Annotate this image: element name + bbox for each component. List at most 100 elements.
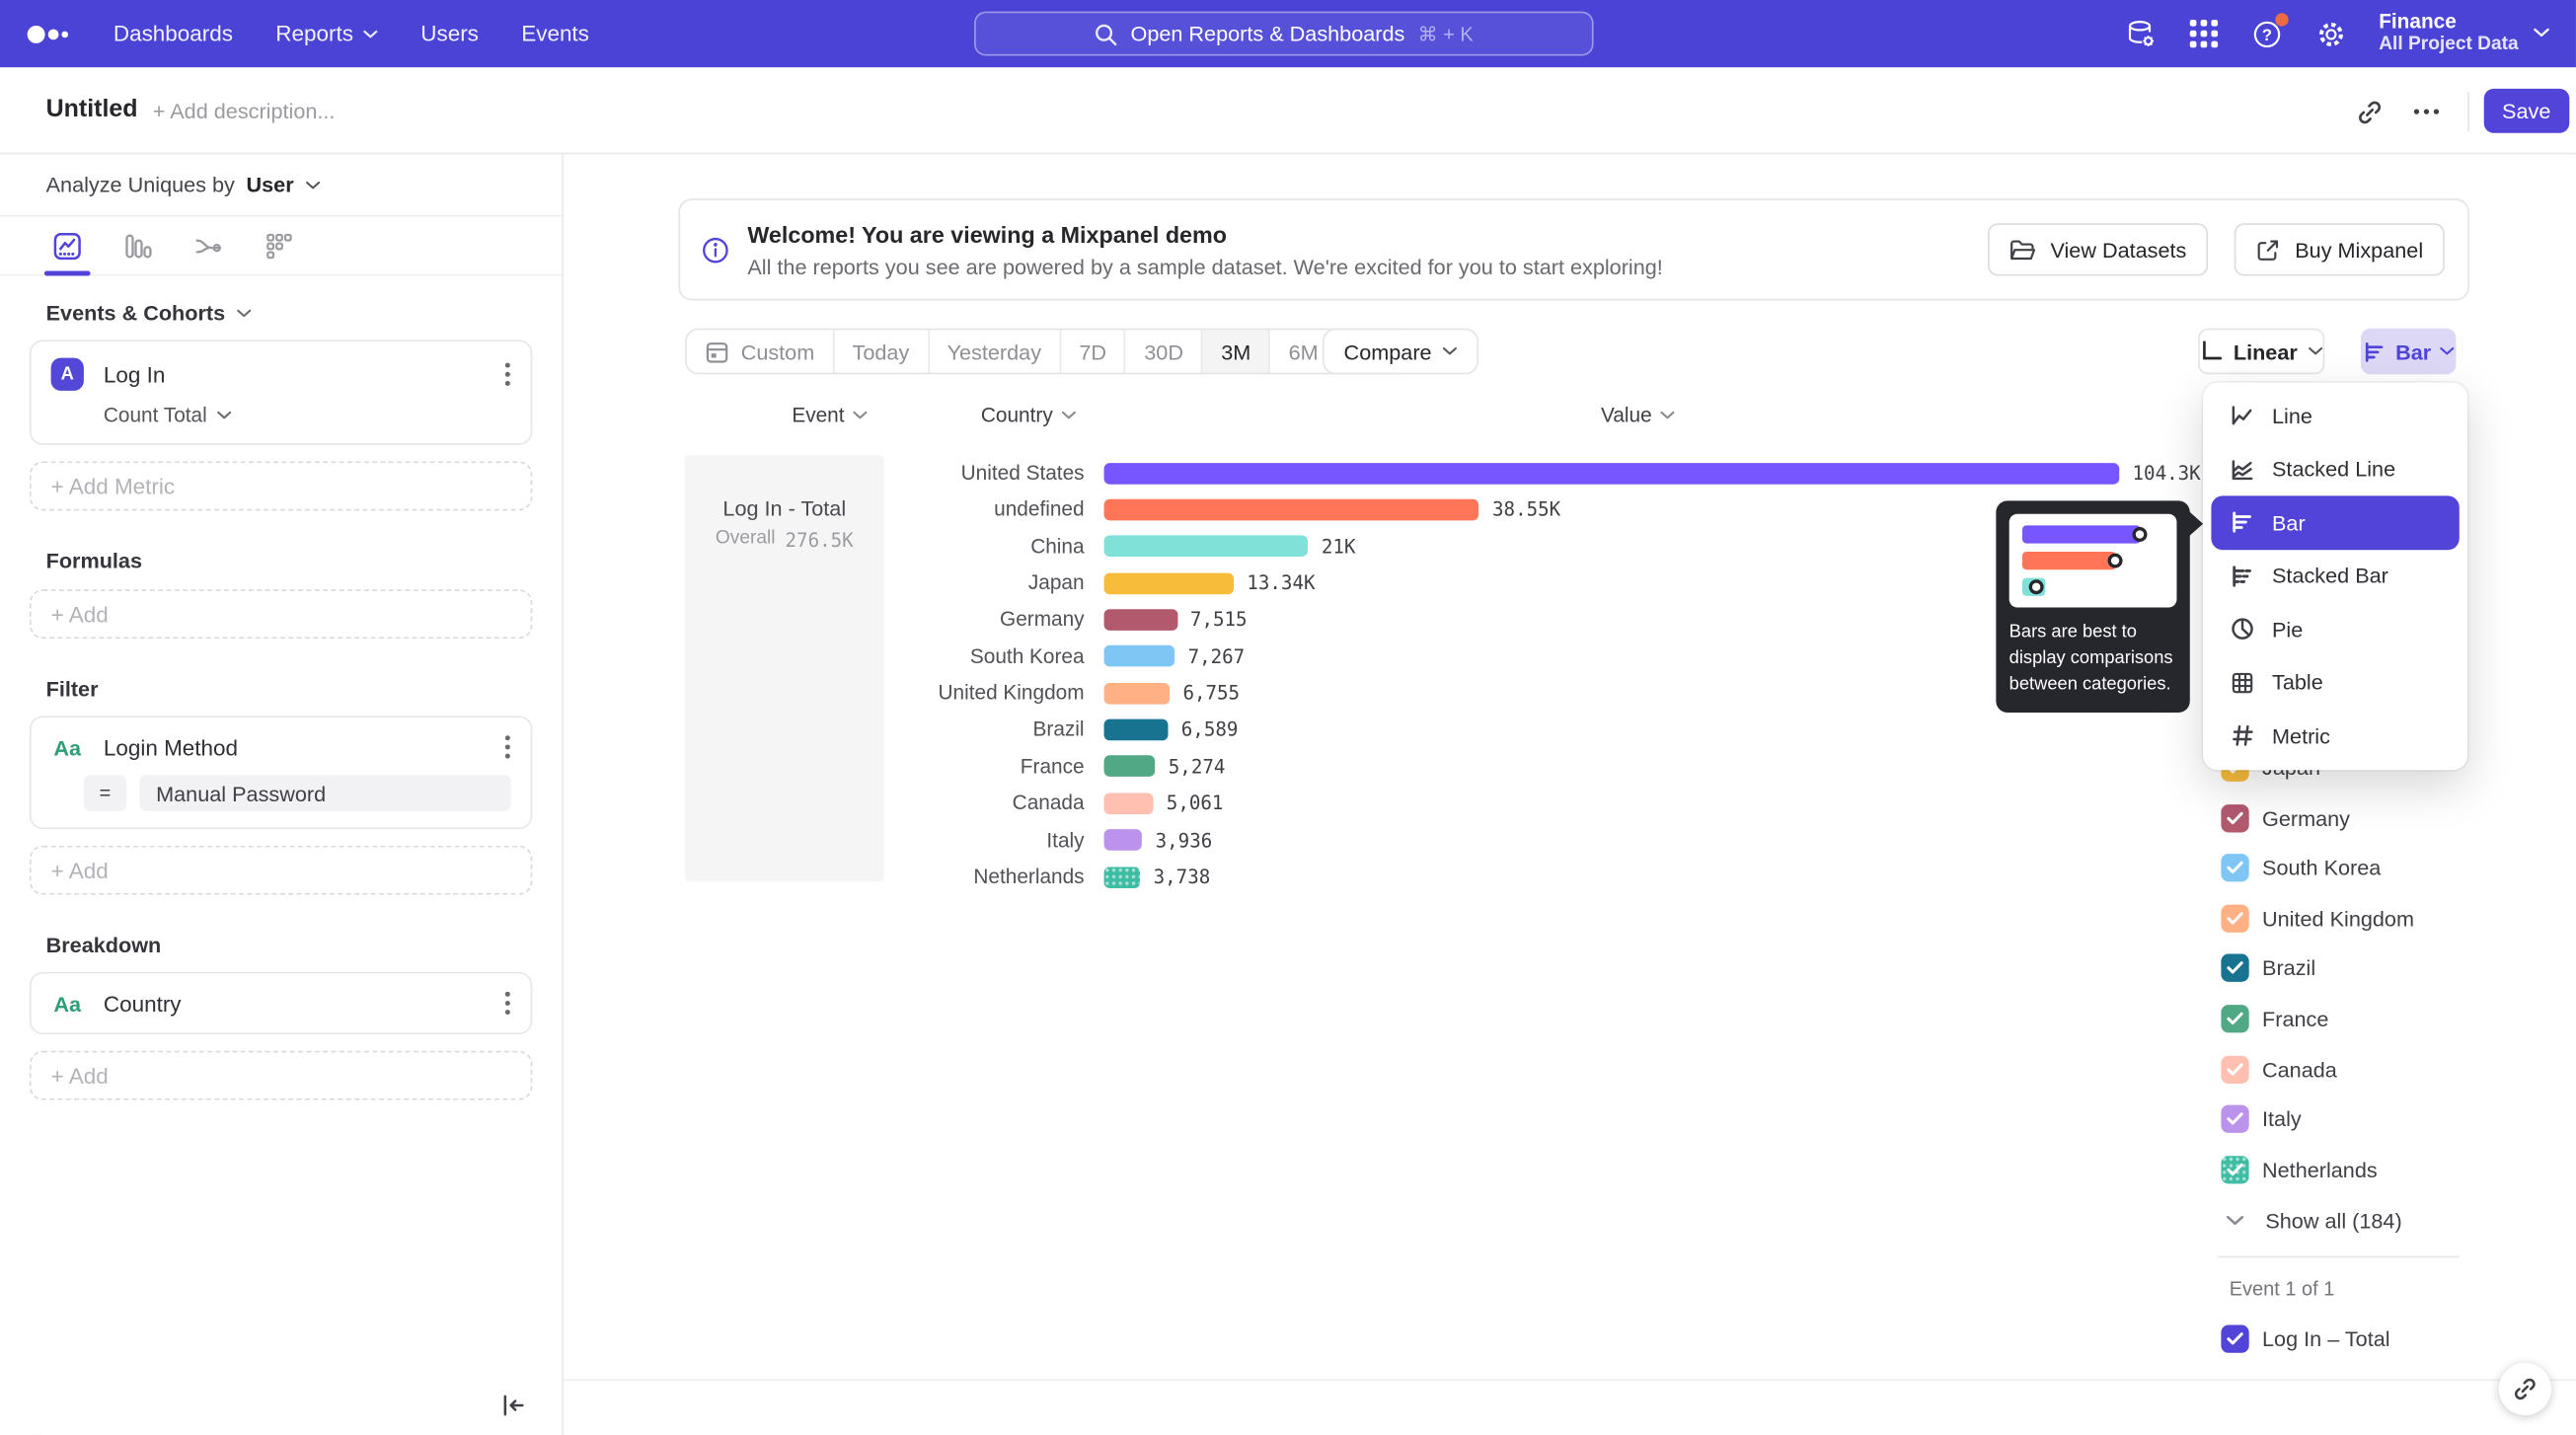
show-all-button[interactable]: Show all (184) — [2206, 1195, 2402, 1245]
legend-checkbox[interactable] — [2221, 1104, 2249, 1134]
bar-undefined[interactable] — [1103, 498, 1479, 521]
range-3m[interactable]: 3M — [1201, 330, 1269, 373]
view-datasets-button[interactable]: View Datasets — [1988, 223, 2209, 276]
legend-item-italy[interactable]: Italy — [2206, 1095, 2302, 1144]
legend-checkbox[interactable] — [2221, 803, 2249, 832]
dropdown-item-pie[interactable]: Pie — [2211, 603, 2459, 656]
legend-item-germany[interactable]: Germany — [2206, 793, 2350, 843]
series-checkbox[interactable] — [2221, 1323, 2249, 1352]
legend-item-canada[interactable]: Canada — [2206, 1044, 2337, 1094]
dropdown-item-metric[interactable]: Metric — [2211, 710, 2459, 763]
share-link-fab[interactable] — [2498, 1362, 2551, 1416]
dropdown-item-stacked-bar[interactable]: Stacked Bar — [2211, 549, 2459, 602]
filter-property-name[interactable]: Login Method — [103, 734, 239, 760]
kebab-menu-icon[interactable] — [504, 990, 511, 1017]
dropdown-item-line[interactable]: Line — [2211, 389, 2459, 442]
bar-united-states[interactable] — [1103, 462, 2120, 485]
project-selector[interactable]: Finance All Project Data — [2379, 10, 2549, 57]
range-6m[interactable]: 6M — [1268, 330, 1336, 373]
buy-mixpanel-button[interactable]: Buy Mixpanel — [2234, 223, 2445, 276]
legend-item-netherlands[interactable]: Netherlands — [2206, 1145, 2378, 1194]
tab-funnels[interactable] — [111, 217, 167, 274]
bar-brazil[interactable] — [1103, 718, 1169, 741]
legend-series-item[interactable]: Log In – Total — [2206, 1314, 2390, 1363]
search-placeholder: Open Reports & Dashboards — [1130, 21, 1405, 46]
legend-item-brazil[interactable]: Brazil — [2206, 944, 2315, 993]
add-filter-button[interactable]: + Add — [29, 845, 533, 895]
report-header: Untitled + Add description... Save — [0, 67, 2576, 155]
tab-retention[interactable] — [252, 217, 308, 274]
collapse-sidebar-icon[interactable] — [501, 1394, 526, 1416]
mixpanel-logo-icon[interactable] — [25, 17, 74, 49]
legend-checkbox[interactable] — [2221, 954, 2249, 983]
bar-france[interactable] — [1103, 756, 1156, 778]
dropdown-item-stacked-line[interactable]: Stacked Line — [2211, 442, 2459, 495]
bar-south-korea[interactable] — [1103, 645, 1175, 668]
settings-gear-icon[interactable] — [2314, 17, 2347, 49]
bar-japan[interactable] — [1103, 572, 1235, 594]
filter-value[interactable]: Manual Password — [139, 775, 511, 811]
kebab-menu-icon[interactable] — [504, 361, 511, 388]
analyze-uniques-row[interactable]: Analyze Uniques by User — [0, 154, 563, 217]
kebab-menu-icon[interactable] — [504, 734, 511, 761]
dropdown-item-table[interactable]: Table — [2211, 656, 2459, 710]
add-description-field[interactable]: + Add description... — [152, 98, 336, 123]
events-cohorts-header[interactable]: Events & Cohorts — [46, 300, 533, 325]
bar-germany[interactable] — [1103, 609, 1177, 631]
legend-item-south-korea[interactable]: South Korea — [2206, 844, 2381, 893]
range-today[interactable]: Today — [832, 330, 928, 373]
range-7d[interactable]: 7D — [1059, 330, 1124, 373]
data-management-icon[interactable] — [2124, 17, 2157, 49]
info-icon — [702, 236, 729, 264]
tab-flows[interactable] — [181, 217, 237, 274]
bar-china[interactable] — [1103, 535, 1309, 558]
legend-checkbox[interactable] — [2221, 1155, 2249, 1184]
nav-link-reports[interactable]: Reports — [275, 22, 378, 46]
bar-italy[interactable] — [1103, 829, 1143, 852]
save-button[interactable]: Save — [2483, 88, 2569, 133]
aggregation-selector[interactable]: Count Total — [104, 404, 511, 427]
apps-grid-icon[interactable] — [2188, 18, 2220, 49]
range-custom[interactable]: Custom — [687, 330, 833, 372]
more-options-icon[interactable] — [2411, 99, 2441, 125]
range-30d[interactable]: 30D — [1124, 330, 1201, 373]
range-yesterday[interactable]: Yesterday — [927, 330, 1060, 373]
filter-operator[interactable]: = — [83, 775, 127, 811]
metric-name[interactable]: Log In — [103, 361, 166, 387]
analyze-value[interactable]: User — [246, 172, 294, 197]
scale-selector-button[interactable]: Linear — [2198, 328, 2325, 375]
bar-canada[interactable] — [1103, 793, 1154, 814]
add-breakdown-button[interactable]: + Add — [29, 1050, 533, 1100]
chart-row-netherlands: Netherlands 3,738 — [685, 859, 2525, 895]
column-header-event[interactable]: Event — [792, 404, 868, 427]
nav-link-users[interactable]: Users — [420, 21, 479, 46]
nav-link-events[interactable]: Events — [521, 21, 589, 46]
dropdown-item-bar[interactable]: Bar — [2211, 495, 2460, 550]
filter-card-login-method[interactable]: Aa Login Method = Manual Password — [29, 716, 533, 830]
tab-insights[interactable] — [39, 217, 96, 276]
legend-checkbox[interactable] — [2221, 1005, 2249, 1033]
legend-label: Italy — [2262, 1106, 2302, 1132]
breakdown-card-country[interactable]: Aa Country — [29, 971, 533, 1035]
legend-item-france[interactable]: France — [2206, 994, 2328, 1043]
help-icon[interactable]: ? — [2250, 12, 2289, 49]
add-formula-button[interactable]: + Add — [29, 589, 533, 640]
legend-item-united-kingdom[interactable]: United Kingdom — [2206, 893, 2414, 943]
bar-united-kingdom[interactable] — [1103, 682, 1171, 705]
legend-checkbox[interactable] — [2221, 854, 2249, 882]
column-header-value[interactable]: Value — [1601, 404, 1675, 427]
nav-link-dashboards[interactable]: Dashboards — [113, 21, 234, 46]
search-bar[interactable]: Open Reports & Dashboards ⌘ + K — [974, 11, 1594, 56]
breakdown-property-name[interactable]: Country — [103, 990, 182, 1016]
copy-link-icon[interactable] — [2356, 99, 2384, 126]
metric-card-log-in[interactable]: A Log In Count Total — [29, 340, 533, 445]
column-header-country[interactable]: Country — [981, 404, 1076, 427]
legend-checkbox[interactable] — [2221, 1055, 2249, 1084]
report-title[interactable]: Untitled — [45, 95, 138, 123]
chart-type-button[interactable]: Bar — [2360, 328, 2457, 375]
compare-button[interactable]: Compare — [1322, 328, 1479, 375]
legend-checkbox[interactable] — [2221, 904, 2249, 933]
add-metric-button[interactable]: + Add Metric — [29, 461, 533, 511]
bar-netherlands[interactable] — [1103, 866, 1141, 888]
bar-chart: United States 104.3K undefined 38.55K China 2… — [685, 455, 2525, 898]
